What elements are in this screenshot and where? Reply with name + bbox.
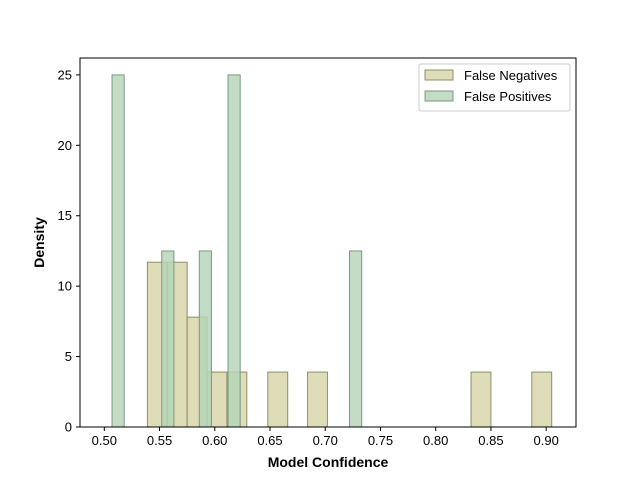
bar-false-positives-1 <box>161 250 175 428</box>
y-tick-label: 0 <box>65 420 72 435</box>
x-axis: 0.50 0.55 0.60 0.65 0.70 0.75 0.80 0.85 0.90 <box>92 427 559 448</box>
x-axis-label: Model Confidence <box>268 454 389 470</box>
legend-label-false-positives: False Positives <box>464 89 552 104</box>
y-tick-label: 5 <box>65 349 72 364</box>
bar-false-negatives-5 <box>267 371 289 428</box>
bar-false-negatives-8 <box>531 371 553 428</box>
y-axis: 0 5 10 15 20 25 <box>58 67 80 435</box>
legend-swatch-false-negatives <box>424 69 454 81</box>
x-tick-label: 0.75 <box>368 433 393 448</box>
x-tick-label: 0.80 <box>423 433 448 448</box>
x-tick-label: 0.60 <box>202 433 227 448</box>
bar-false-negatives-6 <box>307 371 328 428</box>
y-tick-label: 10 <box>58 279 72 294</box>
legend-swatch-false-positives <box>424 90 454 102</box>
plot-frame <box>79 57 577 428</box>
x-tick-label: 0.55 <box>147 433 172 448</box>
y-tick-label: 15 <box>58 208 72 223</box>
x-tick-label: 0.70 <box>313 433 338 448</box>
bar-false-positives-4 <box>349 250 363 428</box>
y-tick-label: 25 <box>58 67 72 82</box>
x-tick-label: 0.85 <box>478 433 503 448</box>
bar-false-positives-0 <box>111 74 125 428</box>
y-axis-label: Density <box>31 217 47 268</box>
bars-layer <box>111 74 553 428</box>
x-tick-label: 0.50 <box>92 433 117 448</box>
legend-frame <box>418 63 571 112</box>
legend-label-false-negatives: False Negatives <box>464 68 558 83</box>
x-tick-label: 0.90 <box>534 433 559 448</box>
bar-false-negatives-7 <box>470 371 492 428</box>
bar-false-positives-3 <box>227 74 241 428</box>
legend: False Negatives False Positives <box>418 63 571 112</box>
x-tick-label: 0.65 <box>257 433 282 448</box>
y-tick-label: 20 <box>58 138 72 153</box>
bar-false-positives-2 <box>198 250 212 428</box>
